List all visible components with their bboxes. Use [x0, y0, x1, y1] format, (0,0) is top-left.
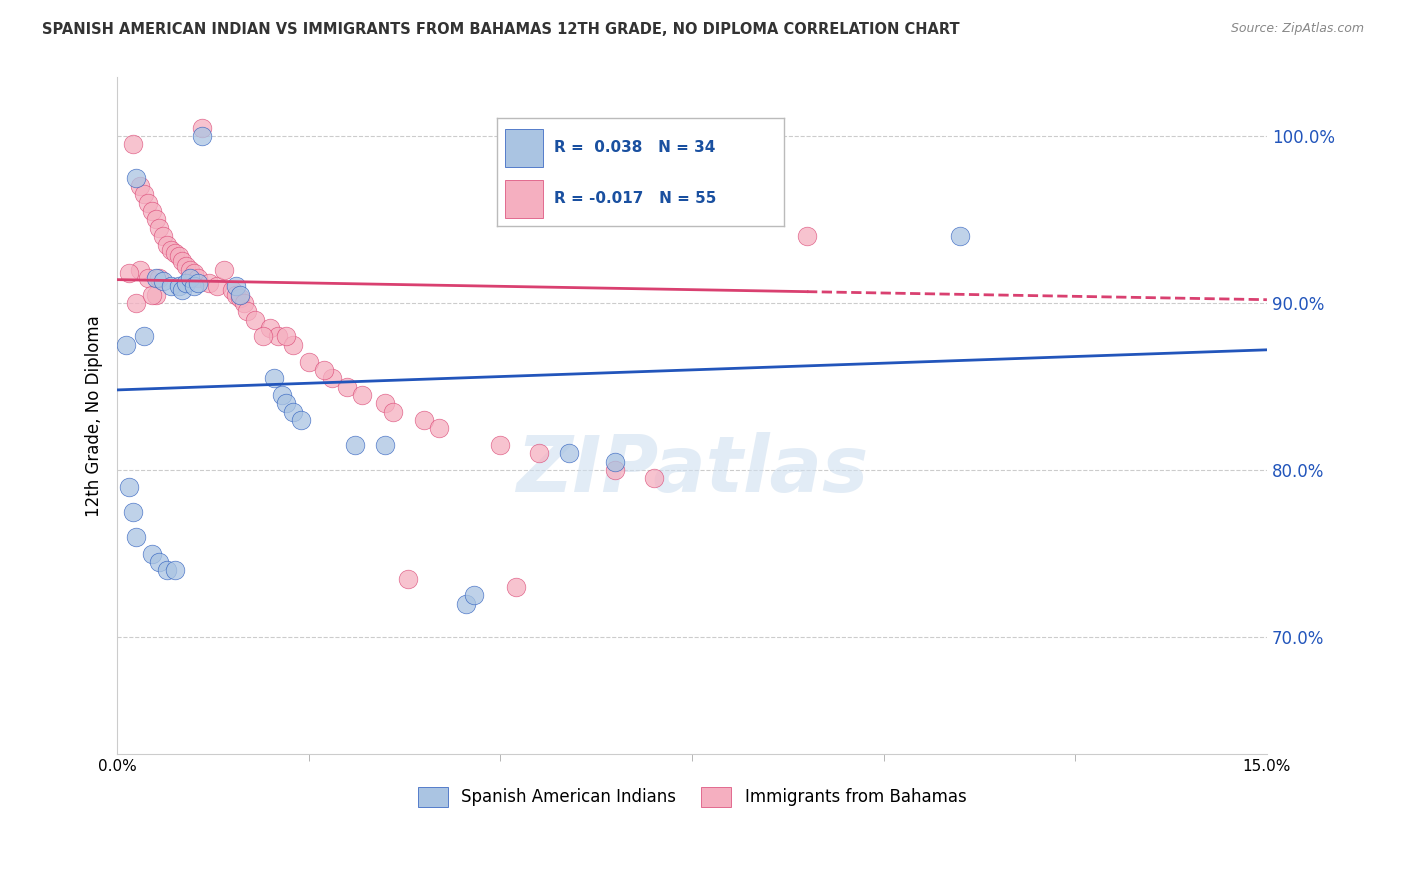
Y-axis label: 12th Grade, No Diploma: 12th Grade, No Diploma: [86, 315, 103, 516]
Point: [167, 279, 190, 293]
Point: [412, 413, 434, 427]
Point: [352, 388, 374, 402]
Point: [225, 287, 247, 301]
Point: [489, 438, 512, 452]
Point: [174, 260, 197, 274]
Point: [132, 187, 155, 202]
Point: [505, 580, 527, 594]
Point: [125, 170, 148, 185]
Point: [198, 276, 221, 290]
Point: [172, 254, 194, 268]
Point: [187, 271, 209, 285]
Point: [145, 271, 167, 285]
Point: [214, 262, 236, 277]
Point: [141, 204, 163, 219]
Text: ZIPatlas: ZIPatlas: [516, 432, 868, 508]
Point: [156, 237, 179, 252]
Point: [156, 563, 179, 577]
Point: [141, 547, 163, 561]
Text: Source: ZipAtlas.com: Source: ZipAtlas.com: [1230, 22, 1364, 36]
Point: [796, 229, 818, 244]
Point: [148, 555, 170, 569]
Point: [321, 371, 343, 385]
Point: [427, 421, 450, 435]
Point: [398, 572, 420, 586]
Point: [290, 413, 312, 427]
Point: [167, 249, 190, 263]
Point: [283, 404, 305, 418]
Point: [179, 262, 201, 277]
Point: [243, 312, 266, 326]
Point: [141, 287, 163, 301]
Point: [172, 283, 194, 297]
Point: [145, 212, 167, 227]
Point: [115, 338, 138, 352]
Point: [174, 276, 197, 290]
Point: [129, 179, 152, 194]
Point: [229, 291, 252, 305]
Point: [121, 505, 143, 519]
Point: [190, 120, 212, 135]
Point: [132, 329, 155, 343]
Point: [125, 530, 148, 544]
Point: [252, 329, 274, 343]
Point: [232, 296, 254, 310]
Point: [605, 455, 627, 469]
Point: [283, 338, 305, 352]
Point: [221, 283, 243, 297]
Point: [148, 271, 170, 285]
Point: [148, 220, 170, 235]
Point: [558, 446, 581, 460]
Point: [463, 589, 485, 603]
Point: [179, 271, 201, 285]
Point: [129, 262, 152, 277]
Point: [183, 266, 205, 280]
Point: [605, 463, 627, 477]
Point: [263, 371, 285, 385]
Text: SPANISH AMERICAN INDIAN VS IMMIGRANTS FROM BAHAMAS 12TH GRADE, NO DIPLOMA CORREL: SPANISH AMERICAN INDIAN VS IMMIGRANTS FR…: [42, 22, 960, 37]
Point: [163, 563, 186, 577]
Point: [152, 229, 174, 244]
Point: [118, 266, 141, 280]
Point: [229, 287, 252, 301]
Point: [267, 329, 290, 343]
Point: [152, 274, 174, 288]
Point: [160, 243, 183, 257]
Point: [125, 296, 148, 310]
Point: [190, 128, 212, 143]
Point: [949, 229, 972, 244]
Point: [236, 304, 259, 318]
Point: [336, 379, 359, 393]
Point: [274, 396, 297, 410]
Point: [160, 279, 183, 293]
Point: [136, 195, 159, 210]
Point: [382, 404, 405, 418]
Point: [145, 287, 167, 301]
Point: [118, 480, 141, 494]
Point: [643, 471, 665, 485]
Point: [163, 246, 186, 260]
Point: [374, 396, 396, 410]
Legend: Spanish American Indians, Immigrants from Bahamas: Spanish American Indians, Immigrants fro…: [411, 780, 973, 814]
Point: [225, 279, 247, 293]
Point: [183, 279, 205, 293]
Point: [374, 438, 396, 452]
Point: [136, 271, 159, 285]
Point: [271, 388, 294, 402]
Point: [259, 321, 281, 335]
Point: [187, 276, 209, 290]
Point: [343, 438, 366, 452]
Point: [205, 279, 228, 293]
Point: [121, 137, 143, 152]
Point: [298, 354, 321, 368]
Point: [314, 363, 336, 377]
Point: [527, 446, 550, 460]
Point: [454, 597, 477, 611]
Point: [274, 329, 297, 343]
